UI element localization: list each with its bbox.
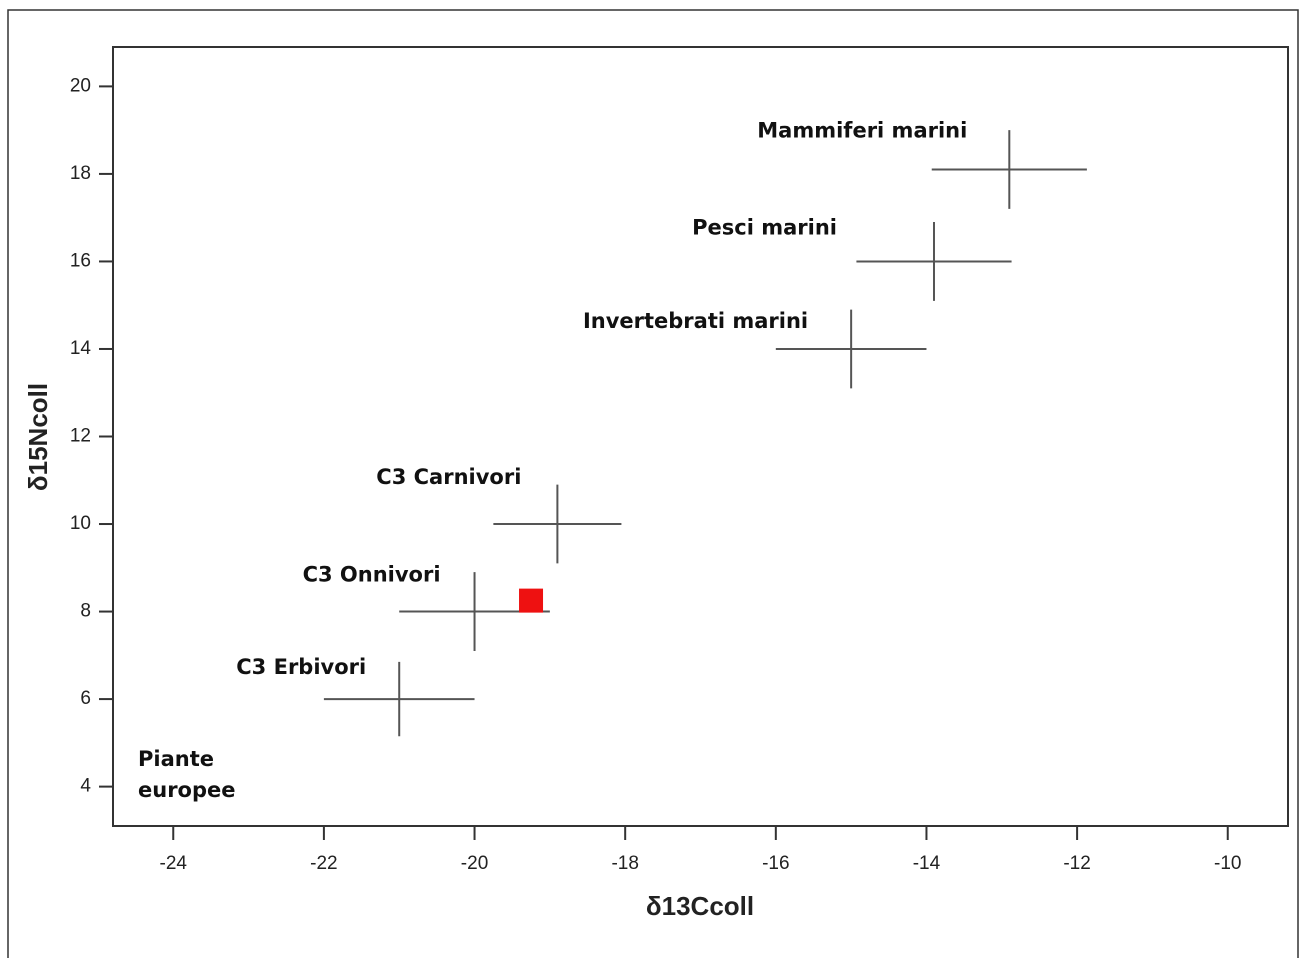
x-tick-label: -14 <box>913 853 941 874</box>
point-label: Mammiferi marini <box>757 119 967 143</box>
point-label: C3 Erbivori <box>236 655 366 679</box>
y-axis-title: δ15Ncoll <box>23 383 53 491</box>
annotation: Piante europee <box>138 744 233 806</box>
x-tick-label: -20 <box>461 853 488 874</box>
x-tick-label: -16 <box>762 853 789 874</box>
plot-frame <box>113 47 1288 826</box>
point-label: C3 Onnivori <box>303 563 441 587</box>
outer-border <box>8 10 1298 958</box>
y-tick-label: 6 <box>80 688 91 709</box>
y-tick-label: 16 <box>70 250 91 271</box>
highlight-point <box>519 589 543 613</box>
y-tick-label: 12 <box>70 426 91 447</box>
x-tick-label: -12 <box>1063 853 1090 874</box>
y-tick-label: 10 <box>70 513 91 534</box>
point-label: Pesci marini <box>692 215 837 239</box>
y-tick-label: 18 <box>70 163 91 184</box>
point-label: C3 Carnivori <box>376 465 521 489</box>
y-tick-label: 8 <box>80 601 91 622</box>
x-axis-title: δ13Ccoll <box>646 891 754 921</box>
x-tick-label: -10 <box>1214 853 1241 874</box>
chart: δ13Ccoll δ15Ncoll -24 -22 -20 -18 -16 -14 -12 -… <box>0 0 1306 958</box>
y-tick-label: 4 <box>80 776 91 797</box>
y-tick-label: 14 <box>70 338 92 359</box>
y-tick-label: 20 <box>70 75 91 96</box>
x-tick-label: -18 <box>611 853 638 874</box>
page: δ13Ccoll δ15Ncoll -24 -22 -20 -18 -16 -14 -12 -… <box>0 0 1306 958</box>
x-tick-label: -22 <box>310 853 337 874</box>
x-tick-label: -24 <box>160 853 188 874</box>
point-label: Invertebrati marini <box>583 309 808 333</box>
